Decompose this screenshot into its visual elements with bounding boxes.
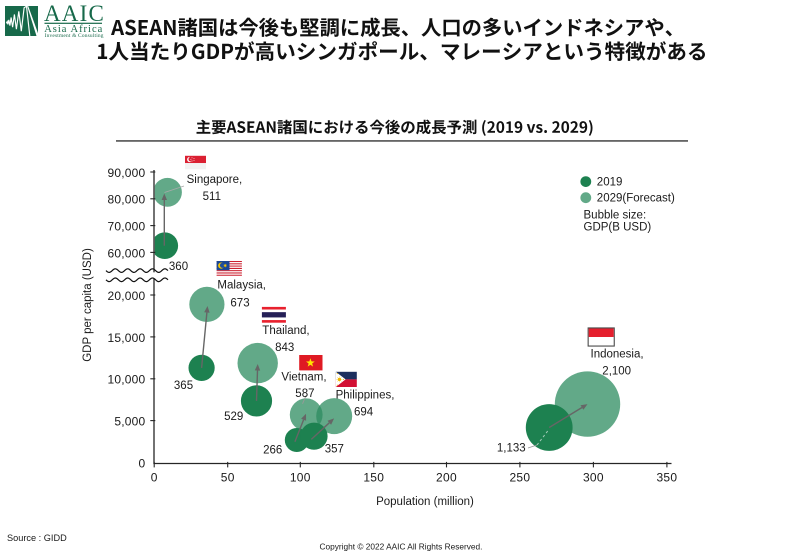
svg-text:60,000: 60,000 <box>107 246 145 260</box>
svg-text:Malaysia,: Malaysia, <box>217 280 266 292</box>
svg-text:300: 300 <box>583 471 604 485</box>
svg-text:Asia Africa: Asia Africa <box>44 24 103 35</box>
svg-text:350: 350 <box>656 471 677 485</box>
svg-text:70,000: 70,000 <box>107 220 145 234</box>
svg-text:Bubble size:: Bubble size: <box>584 210 647 222</box>
svg-text:0: 0 <box>139 456 146 470</box>
svg-text:Vietnam,: Vietnam, <box>281 372 326 384</box>
svg-text:Indonesia,: Indonesia, <box>591 348 644 360</box>
svg-text:90,000: 90,000 <box>107 166 145 180</box>
svg-text:150: 150 <box>363 471 384 485</box>
svg-text:Population (million): Population (million) <box>376 496 474 508</box>
svg-text:100: 100 <box>290 471 311 485</box>
svg-text:200: 200 <box>436 471 457 485</box>
svg-text:694: 694 <box>354 406 374 418</box>
svg-text:10,000: 10,000 <box>107 373 145 387</box>
svg-text:0: 0 <box>151 471 158 485</box>
svg-text:587: 587 <box>295 388 314 400</box>
svg-text:AAIC: AAIC <box>44 1 105 26</box>
svg-text:1,133: 1,133 <box>497 443 526 455</box>
svg-text:80,000: 80,000 <box>107 193 145 207</box>
svg-text:365: 365 <box>174 380 193 392</box>
svg-text:2029(Forecast): 2029(Forecast) <box>597 193 675 205</box>
svg-text:GDP per capita (USD): GDP per capita (USD) <box>82 248 94 362</box>
svg-text:Philippines,: Philippines, <box>336 390 395 402</box>
svg-text:357: 357 <box>325 443 344 455</box>
svg-text:250: 250 <box>509 471 530 485</box>
svg-text:15,000: 15,000 <box>107 331 145 345</box>
svg-text:Thailand,: Thailand, <box>262 325 309 337</box>
svg-text:843: 843 <box>275 342 294 354</box>
svg-text:Singapore,: Singapore, <box>187 174 243 186</box>
svg-text:5,000: 5,000 <box>114 415 145 429</box>
svg-text:511: 511 <box>203 191 221 203</box>
svg-text:Source : GIDD: Source : GIDD <box>7 533 67 543</box>
svg-text:20,000: 20,000 <box>107 289 145 303</box>
svg-text:50: 50 <box>221 471 235 485</box>
svg-text:529: 529 <box>224 411 243 423</box>
svg-text:GDP(B USD): GDP(B USD) <box>584 222 652 234</box>
svg-text:Investment & Consulting: Investment & Consulting <box>45 33 104 39</box>
svg-text:266: 266 <box>263 445 282 457</box>
svg-text:360: 360 <box>169 261 188 273</box>
svg-text:2,100: 2,100 <box>602 365 631 377</box>
svg-text:673: 673 <box>230 298 249 310</box>
svg-text:Copyright © 2022 AAIC All Righ: Copyright © 2022 AAIC All Rights Reserve… <box>320 542 483 552</box>
svg-text:2019: 2019 <box>597 177 623 189</box>
